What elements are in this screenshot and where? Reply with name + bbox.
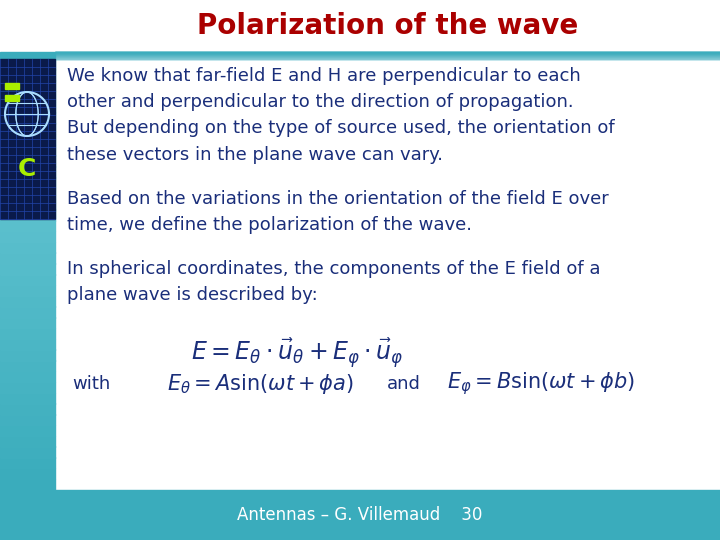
Bar xyxy=(0,59,55,219)
Bar xyxy=(55,58,720,59)
Bar xyxy=(0,134,55,145)
Text: $E_{\varphi}=B\sin(\omega t+\phi b)$: $E_{\varphi}=B\sin(\omega t+\phi b)$ xyxy=(447,370,635,397)
Bar xyxy=(0,349,55,361)
Bar xyxy=(0,328,55,339)
Bar xyxy=(55,52,720,53)
Bar xyxy=(0,112,55,124)
Text: these vectors in the plane wave can vary.: these vectors in the plane wave can vary… xyxy=(67,146,443,164)
Bar xyxy=(55,53,720,55)
Text: C: C xyxy=(18,157,36,181)
Text: with: with xyxy=(72,375,110,393)
Bar xyxy=(0,403,55,415)
Bar xyxy=(0,188,55,199)
Text: plane wave is described by:: plane wave is described by: xyxy=(67,286,318,304)
Bar xyxy=(0,253,55,264)
Bar xyxy=(0,360,55,372)
Bar xyxy=(0,274,55,285)
Bar xyxy=(0,242,55,253)
Text: $E=E_{\theta}\cdot\vec{u}_{\theta}+E_{\varphi}\cdot\vec{u}_{\varphi}$: $E=E_{\theta}\cdot\vec{u}_{\theta}+E_{\v… xyxy=(191,336,403,371)
Text: other and perpendicular to the direction of propagation.: other and perpendicular to the direction… xyxy=(67,93,574,111)
Text: and: and xyxy=(387,375,421,393)
Bar xyxy=(0,436,55,447)
Bar xyxy=(0,123,55,134)
Bar xyxy=(0,317,55,328)
Bar xyxy=(0,80,55,91)
Text: But depending on the type of source used, the orientation of: But depending on the type of source used… xyxy=(67,119,615,137)
Bar xyxy=(0,425,55,436)
Bar xyxy=(0,490,720,540)
Text: Polarization of the wave: Polarization of the wave xyxy=(197,12,578,40)
Bar xyxy=(0,479,55,490)
Bar xyxy=(55,56,720,57)
Bar xyxy=(55,57,720,58)
Bar xyxy=(55,56,720,57)
Bar xyxy=(0,457,55,468)
Bar xyxy=(55,53,720,54)
Bar xyxy=(55,57,720,58)
Bar xyxy=(0,0,720,52)
Text: $E_{\theta}=A\sin(\omega t+\phi a)$: $E_{\theta}=A\sin(\omega t+\phi a)$ xyxy=(167,372,354,396)
Bar xyxy=(55,51,720,52)
Bar xyxy=(55,58,720,59)
Bar xyxy=(0,58,55,70)
Bar xyxy=(0,177,55,188)
Bar xyxy=(55,55,720,56)
Bar xyxy=(0,166,55,178)
Text: Antennas – G. Villemaud    30: Antennas – G. Villemaud 30 xyxy=(238,506,482,524)
Bar xyxy=(0,371,55,382)
Bar xyxy=(55,56,720,57)
Bar xyxy=(55,56,720,57)
Text: We know that far-field E and H are perpendicular to each: We know that far-field E and H are perpe… xyxy=(67,67,581,85)
Text: Based on the variations in the orientation of the field E over: Based on the variations in the orientati… xyxy=(67,190,608,208)
Bar xyxy=(0,468,55,479)
Bar xyxy=(55,53,720,54)
Bar xyxy=(0,199,55,210)
Bar xyxy=(55,55,720,56)
Bar xyxy=(0,52,55,59)
Bar xyxy=(0,145,55,156)
Bar xyxy=(55,54,720,55)
Bar xyxy=(0,285,55,296)
Bar xyxy=(0,156,55,167)
Bar xyxy=(0,91,55,102)
Bar xyxy=(55,54,720,55)
Bar xyxy=(0,220,55,232)
Bar xyxy=(0,295,55,307)
Bar xyxy=(0,393,55,404)
Bar xyxy=(0,263,55,274)
Bar xyxy=(55,52,720,53)
Bar xyxy=(0,339,55,350)
Bar xyxy=(0,69,55,80)
Bar xyxy=(0,231,55,242)
Bar xyxy=(55,57,720,58)
Bar xyxy=(5,83,19,89)
Bar xyxy=(0,210,55,221)
Text: time, we define the polarization of the wave.: time, we define the polarization of the … xyxy=(67,216,472,234)
Bar xyxy=(5,95,19,101)
Bar xyxy=(55,52,720,53)
Bar xyxy=(0,414,55,426)
Bar xyxy=(0,306,55,318)
Bar xyxy=(0,447,55,458)
Bar xyxy=(0,102,55,113)
Bar xyxy=(0,382,55,393)
Bar xyxy=(55,55,720,56)
Text: In spherical coordinates, the components of the E field of a: In spherical coordinates, the components… xyxy=(67,260,600,278)
